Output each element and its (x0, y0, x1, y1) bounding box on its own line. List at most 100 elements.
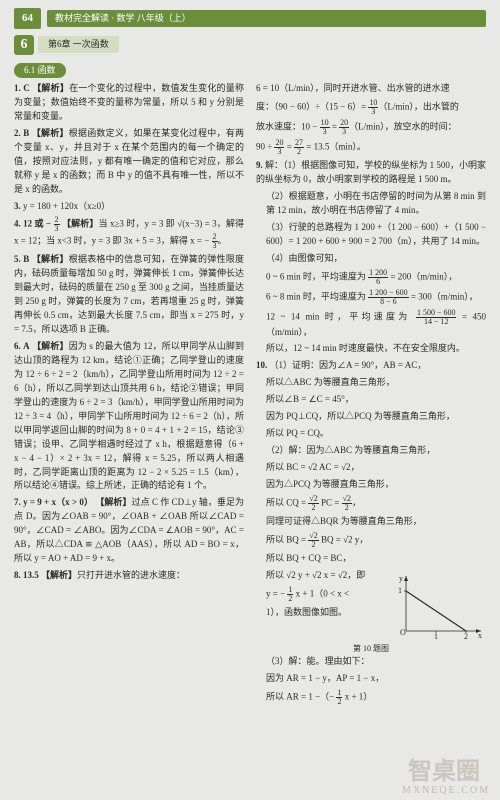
fraction: 1 200 − 6008 − 6 (368, 289, 409, 306)
item-number: 3. (14, 201, 21, 211)
item-7: 7. y = 9 + x（x > 0） 【解析】过点 C 作 CD⊥y 轴，垂足… (14, 496, 244, 566)
item-6: 6. A 【解析】因为 s 的最大值为 12，所以甲同学从山脚到达山顶的路程为 … (14, 340, 244, 493)
item-10-sub: 因为△PCQ 为等腰直角三角形， (256, 478, 486, 492)
fraction: √22 (342, 495, 352, 512)
content-columns: 1. C 【解析】在一个变化的过程中，数值发生变化的量称为变量；数值始终不变的量… (14, 82, 486, 709)
answer-value: 13.5 (23, 570, 39, 580)
item-number: 4. (14, 219, 21, 229)
svg-text:y: y (399, 574, 403, 583)
fraction: √22 (308, 532, 318, 549)
header-bar: 64 教材完全解读 · 数学 八年级（上） (14, 8, 486, 29)
svg-text:x: x (478, 631, 482, 640)
item-9-sub: （2）根据题意，小明在书店停留的时间为从第 8 min 到第 12 min，故小… (256, 190, 486, 218)
item-number: 7. (14, 497, 21, 507)
item-text: 根据表格中的信息可知，在弹簧的弹性限度内，砝码质量每增加 50 g 时，弹簧伸长… (14, 254, 244, 334)
item-10-sub: 同理可证得△BQR 为等腰直角三角形， (256, 515, 486, 529)
fraction: 1 2006 (368, 269, 388, 286)
item-5: 5. B 【解析】根据表格中的信息可知，在弹簧的弹性限度内，砝码质量每增加 50… (14, 253, 244, 337)
item-number: 5. (14, 254, 21, 264)
analysis-label: 【解析】 (32, 341, 69, 351)
answer-letter: A (23, 341, 30, 351)
watermark-url: MXNEQE.COM (402, 783, 490, 798)
fraction: 1 500 − 60014 − 12 (416, 309, 457, 326)
chapter-label: 第6章 一次函数 (38, 36, 119, 54)
answer-value: 12 或 − (23, 219, 53, 229)
graph-figure: 1 1 2 O x y (396, 571, 486, 641)
item-text: 解：（1）根据图像可知，学校的纵坐标为 1 500，小明家的纵坐标为 0，故小明… (256, 160, 486, 184)
item-8-cont: 6 = 10（L/min），同时开进水管、出水管的进水速 (256, 82, 486, 96)
item-text: 只打开进水管的进水速度： (77, 570, 185, 580)
svg-text:1: 1 (434, 632, 438, 641)
analysis-label: 【解析】 (32, 254, 69, 264)
fraction: 23 (54, 216, 60, 233)
answer-value: y = 9 + x（x > 0） (23, 497, 93, 507)
graph-caption: 第 10 题图 (256, 643, 486, 655)
item-number: 2. (14, 128, 21, 138)
item-number: 9. (256, 160, 263, 170)
item-9-sub: （4）由图像可知， (256, 252, 486, 266)
page-number: 64 (14, 8, 41, 29)
item-8: 8. 13.5 【解析】只打开进水管的进水速度： (14, 569, 244, 583)
answer-letter: C (23, 83, 30, 93)
analysis-label: 【解析】 (41, 570, 77, 580)
fraction: 103 (368, 99, 378, 116)
watermark-logo: 智桌圈 (408, 754, 480, 790)
item-4: 4. 12 或 − 23 【解析】当 x≥3 时，y = 3 即 √(x−3) … (14, 216, 244, 250)
item-10-sub: 所以 PQ = CQ。 (256, 427, 486, 441)
item-number: 6. (14, 341, 21, 351)
svg-text:2: 2 (464, 632, 468, 641)
fraction: 203 (274, 139, 284, 156)
fraction: 103 (320, 119, 330, 136)
item-9: 9. 解：（1）根据图像可知，学校的纵坐标为 1 500，小明家的纵坐标为 0，… (256, 159, 486, 187)
item-10-sub: 因为 AR = 1 − y，AP = 1 − x， (256, 672, 486, 686)
item-2: 2. B 【解析】根据函数定义，如果在某变化过程中，有两个变量 x、y，并且对于… (14, 127, 244, 197)
item-9-sub: 6 ~ 8 min 时，平均速度为 1 200 − 6008 − 6 = 300… (256, 289, 486, 306)
chapter-badge: 6 第6章 一次函数 (14, 35, 486, 55)
item-1: 1. C 【解析】在一个变化的过程中，数值发生变化的量称为变量；数值始终不变的量… (14, 82, 244, 124)
section-badge: 6.1 函数 (14, 63, 66, 79)
item-10-sub: 所以 BQ + CQ = BC， (256, 552, 486, 566)
fraction: √22 (308, 495, 318, 512)
analysis-label: 【解析】 (95, 497, 131, 507)
item-3: 3. y = 180 + 120x（x≥0） (14, 200, 244, 214)
item-8-cont: 90 ÷ 203 = 272 = 13.5（min）。 (256, 139, 486, 156)
item-9-sub: 0 ~ 6 min 时，平均速度为 1 2006 = 200（m/min）， (256, 269, 486, 286)
fraction: 272 (294, 139, 304, 156)
analysis-label: 【解析】 (32, 128, 69, 138)
page-container: 64 教材完全解读 · 数学 八年级（上） 6 第6章 一次函数 6.1 函数 … (0, 0, 500, 800)
analysis-label: 【解析】 (62, 219, 99, 229)
graph-svg: 1 1 2 O x y (396, 571, 486, 641)
item-number: 10. (256, 360, 267, 370)
item-number: 8. (14, 570, 21, 580)
item-10-sub: 所以△ABC 为等腰直角三角形， (256, 376, 486, 390)
item-number: 1. (14, 83, 21, 93)
analysis-label: 【解析】 (32, 83, 69, 93)
item-10-sub: 所以 CQ = √22 PC = √22， (256, 495, 486, 512)
svg-text:1: 1 (398, 586, 402, 595)
item-10-sub: 所以 BC = √2 AC = √2， (256, 461, 486, 475)
fraction: 203 (339, 119, 349, 136)
chapter-number-icon: 6 (14, 35, 34, 55)
item-9-sub: （3）行驶的总路程为 1 200 +（1 200 − 600）+（1 500 −… (256, 221, 486, 249)
answer-letter: B (23, 254, 29, 264)
item-10-sub: （2）解：因为△ABC 为等腰直角三角形， (256, 444, 486, 458)
right-column: 6 = 10（L/min），同时开进水管、出水管的进水速 度：（90 − 60）… (256, 82, 486, 709)
item-9-sub: 12 ~ 14 min 时，平均速度为 1 500 − 60014 − 12 =… (256, 309, 486, 340)
item-10-sub: （3）解：能。理由如下： (256, 655, 486, 669)
item-9-sub: 所以，12 ~ 14 min 时速度最快，不在安全限度内。 (256, 342, 486, 356)
item-10: 10. （1）证明：因为∠A = 90°，AB = AC， (256, 359, 486, 373)
item-text: 因为 s 的最大值为 12，所以甲同学从山脚到达山顶的路程为 12 km，结论①… (14, 341, 244, 490)
item-8-cont: 度：（90 − 60）÷（15 − 6）= 103（L/min），出水管的 (256, 99, 486, 116)
item-10-sub: 所以 BQ = √22 BQ = √2 y， (256, 532, 486, 549)
answer-letter: B (23, 128, 29, 138)
svg-text:O: O (400, 628, 406, 637)
left-column: 1. C 【解析】在一个变化的过程中，数值发生变化的量称为变量；数值始终不变的量… (14, 82, 244, 709)
item-text: 。 (218, 236, 227, 246)
item-10-sub: 所以 AR = 1 −（− 12 x + 1） (256, 689, 486, 706)
item-text: y = 180 + 120x（x≥0） (23, 201, 110, 211)
item-text: （1）证明：因为∠A = 90°，AB = AC， (270, 360, 427, 370)
item-8-cont: 放水速度：10 − 103 = 203（L/min），放空水的时间： (256, 119, 486, 136)
item-10-sub: 因为 PQ⊥CQ，所以△PCQ 为等腰直角三角形， (256, 410, 486, 424)
item-10-sub: 所以∠B = ∠C = 45°， (256, 393, 486, 407)
header-title: 教材完全解读 · 数学 八年级（上） (47, 10, 486, 28)
